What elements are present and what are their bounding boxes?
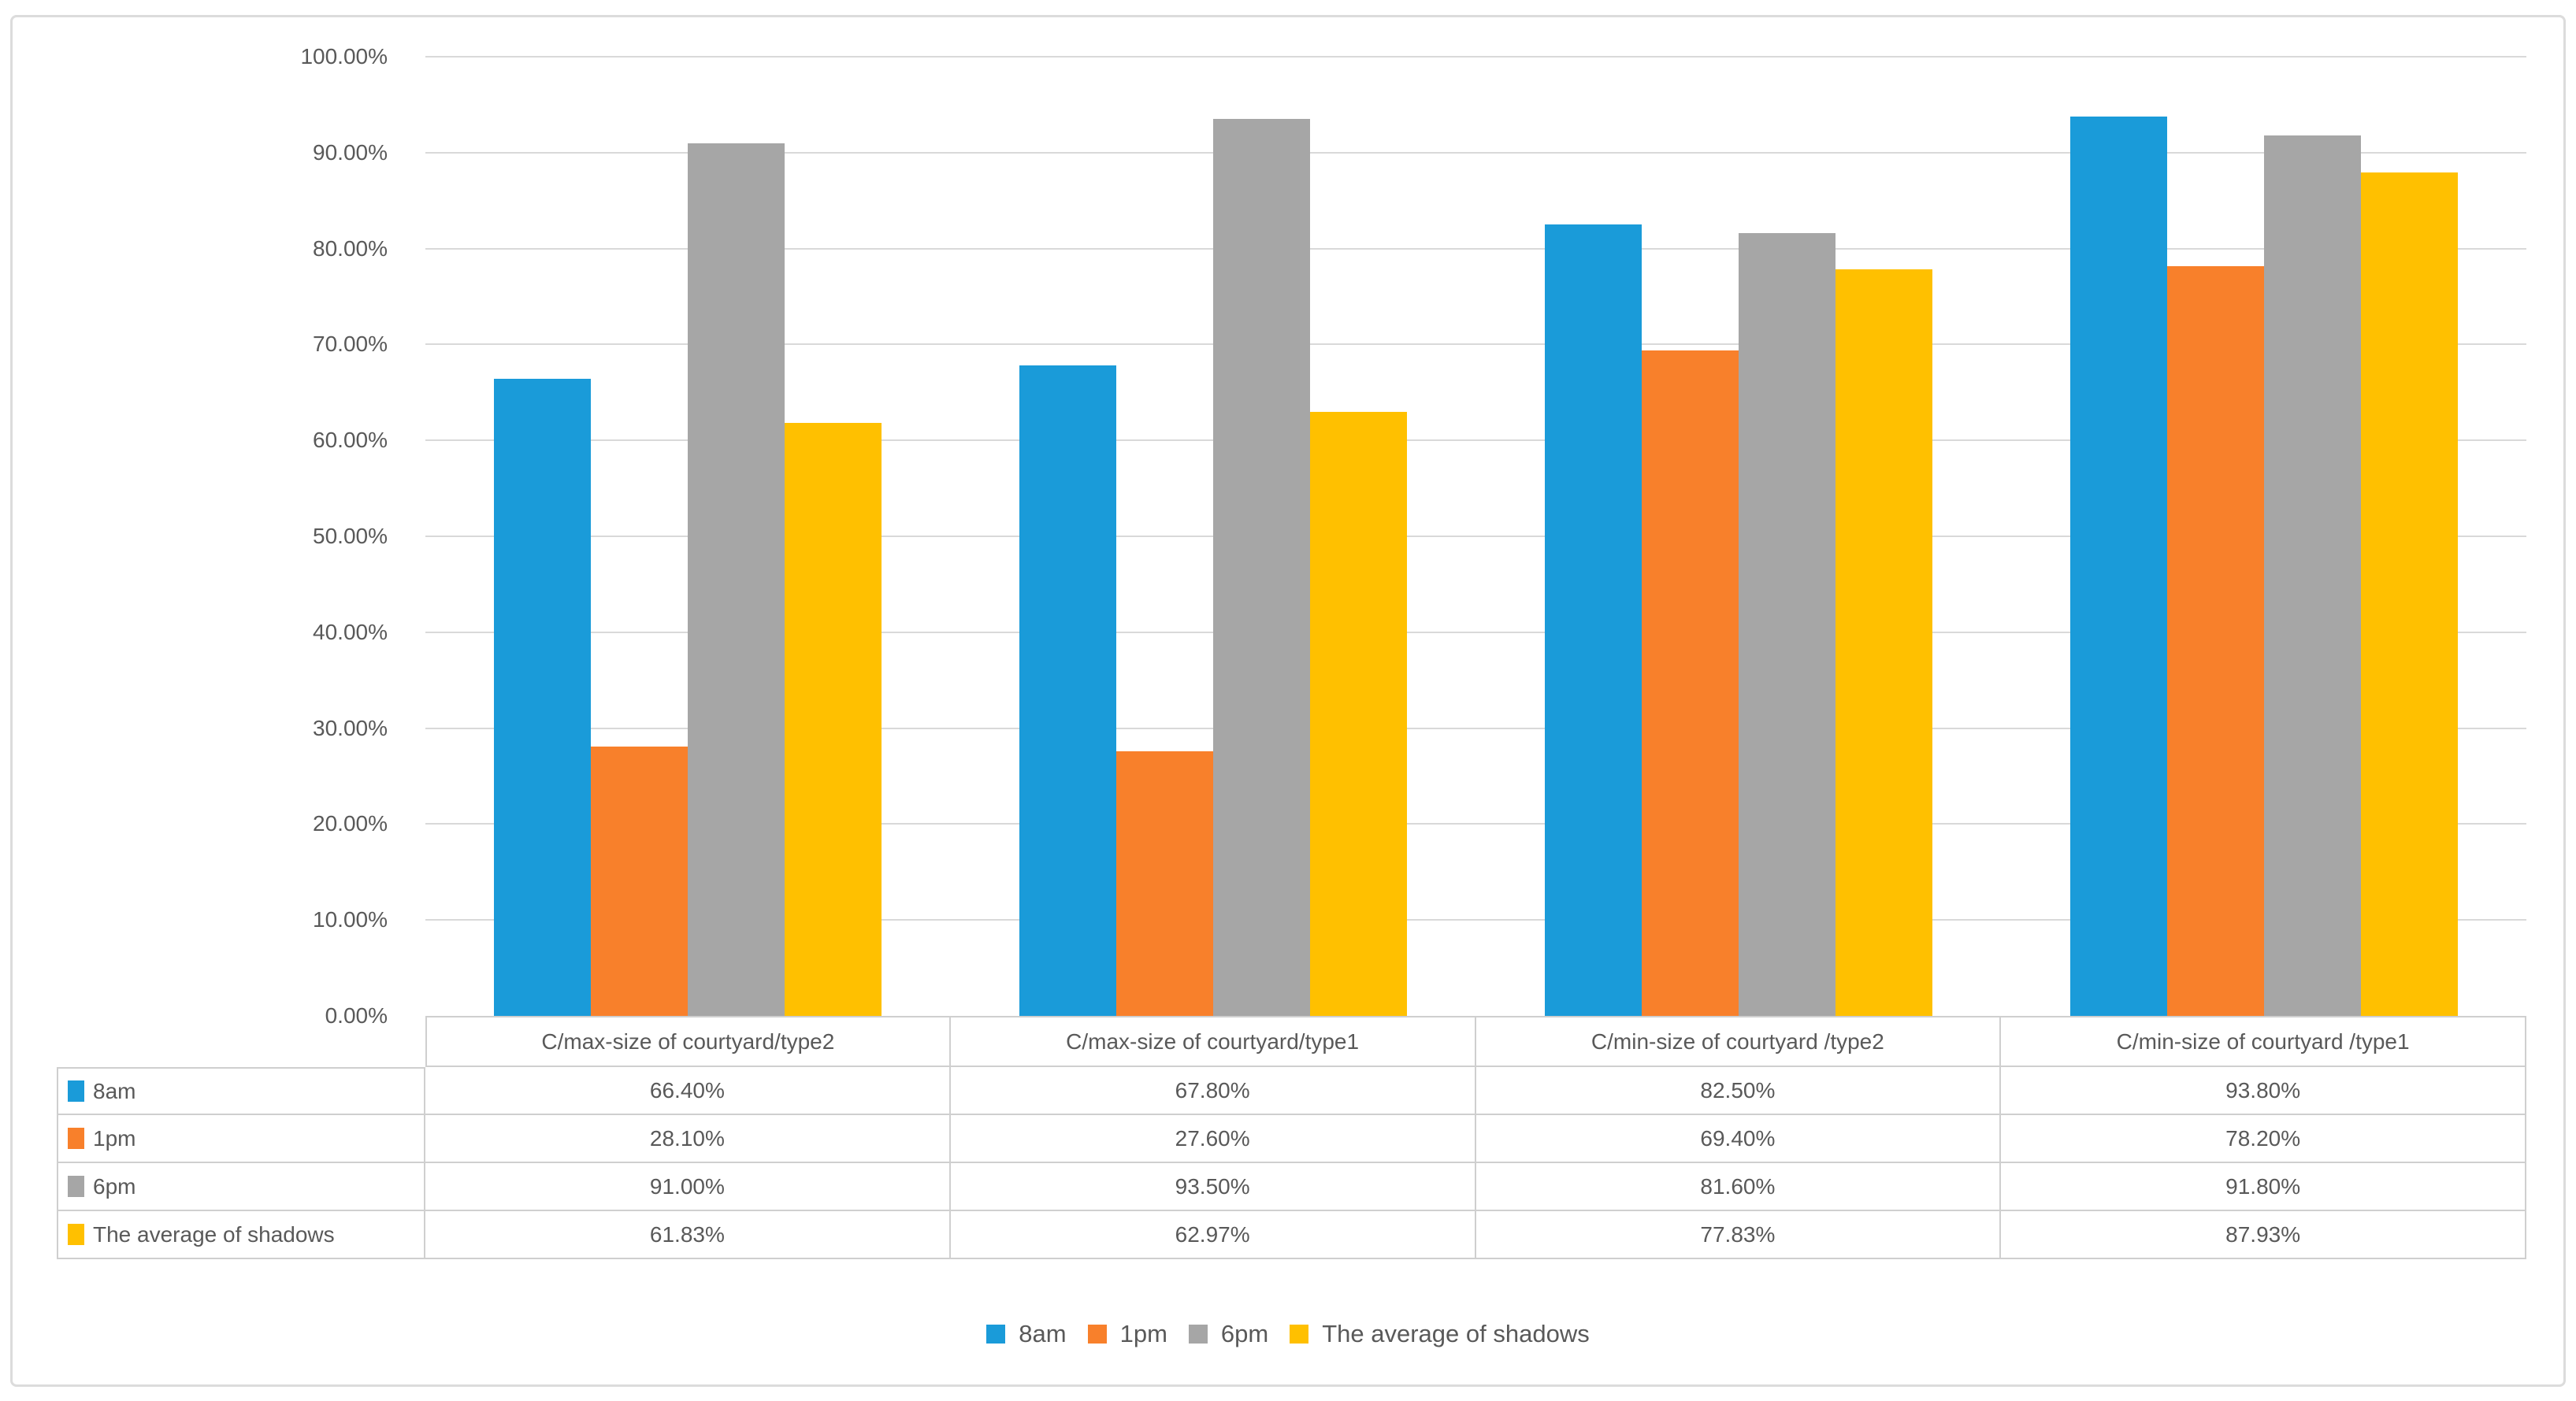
- table-value-cell: 91.00%: [425, 1163, 951, 1211]
- column-header-c-max-size-of-courtyard-type2: C/max-size of courtyard/type2: [425, 1016, 951, 1067]
- category-slot-c-max-size-of-courtyard-type2: [425, 57, 951, 1016]
- category-slot-c-min-size-of-courtyard-type1: [2001, 57, 2526, 1016]
- series-key-icon: [68, 1176, 84, 1197]
- table-value-cell: 61.83%: [425, 1211, 951, 1259]
- y-axis-tick-label: 90.00%: [313, 139, 388, 165]
- bar-the-average-of-shadows: [1310, 412, 1408, 1016]
- bar-8am: [1019, 365, 1117, 1016]
- legend-item-1pm: 1pm: [1087, 1320, 1167, 1348]
- y-axis-tick-labels: 0.00% 10.00% 20.00% 30.00% 40.00% 50.00% 60.00…: [0, 45, 388, 1028]
- bar-6pm: [1738, 233, 1835, 1016]
- column-header-c-min-size-of-courtyard-type2: C/min-size of courtyard /type2: [1475, 1016, 2002, 1067]
- series-key-icon: [68, 1128, 84, 1149]
- y-axis-tick-label: 40.00%: [313, 619, 388, 644]
- row-label-6pm: 6pm: [57, 1163, 425, 1211]
- row-label-8am: 8am: [57, 1067, 425, 1115]
- bar-the-average-of-shadows: [1835, 269, 1932, 1016]
- bar-the-average-of-shadows: [2360, 172, 2458, 1016]
- legend: 8am 1pm 6pm The average of shadows: [0, 1317, 2576, 1351]
- bar-8am: [2069, 116, 2167, 1016]
- table-value-cell: 81.60%: [1475, 1163, 2002, 1211]
- legend-item-the-average-of-shadows: The average of shadows: [1290, 1320, 1590, 1348]
- gridlines: [425, 56, 2526, 1016]
- gridline: [425, 727, 2526, 729]
- legend-label: 1pm: [1119, 1320, 1167, 1347]
- gridline: [425, 439, 2526, 442]
- series-key-icon: [68, 1080, 84, 1102]
- y-axis-tick-label: 60.00%: [313, 428, 388, 453]
- series-key-icon: [68, 1224, 84, 1245]
- legend-label: 6pm: [1220, 1320, 1269, 1347]
- row-label-text: 8am: [93, 1078, 136, 1103]
- y-axis-tick-label: 70.00%: [313, 332, 388, 357]
- table-value-cell: 78.20%: [2001, 1115, 2526, 1163]
- bar-8am: [494, 379, 592, 1016]
- gridline: [425, 247, 2526, 250]
- bar-6pm: [1213, 119, 1311, 1016]
- gridline: [425, 919, 2526, 921]
- row-label-the-average-of-shadows: The average of shadows: [57, 1211, 425, 1259]
- y-axis-tick-label: 100.00%: [300, 44, 388, 69]
- column-header-c-max-size-of-courtyard-type1: C/max-size of courtyard/type1: [950, 1016, 1476, 1067]
- table-corner-cell: [57, 1016, 425, 1067]
- category-slot-c-max-size-of-courtyard-type1: [951, 57, 1476, 1016]
- gridline: [425, 343, 2526, 346]
- table-value-cell: 93.50%: [950, 1163, 1476, 1211]
- table-value-cell: 91.80%: [2001, 1163, 2526, 1211]
- bar-8am: [1544, 224, 1642, 1016]
- table-value-cell: 67.80%: [950, 1067, 1476, 1115]
- legend-item-8am: 8am: [986, 1320, 1067, 1348]
- legend-key-icon: [1290, 1325, 1309, 1344]
- y-axis-tick-label: 30.00%: [313, 715, 388, 740]
- bar-1pm: [1116, 751, 1214, 1016]
- gridline: [425, 536, 2526, 537]
- table-value-cell: 69.40%: [1475, 1115, 2002, 1163]
- gridline: [425, 631, 2526, 633]
- y-axis-tick-label: 10.00%: [313, 907, 388, 932]
- bar-the-average-of-shadows: [785, 422, 882, 1016]
- table-value-cell: 28.10%: [425, 1115, 951, 1163]
- legend-key-icon: [986, 1325, 1006, 1344]
- category-slot-c-min-size-of-courtyard-type2: [1476, 57, 2002, 1016]
- plot-area: [425, 57, 2526, 1016]
- figure-border: [10, 15, 2566, 1387]
- gridline: [425, 823, 2526, 825]
- y-axis-tick-label: 0.00%: [325, 1003, 388, 1028]
- legend-key-icon: [1188, 1325, 1208, 1344]
- table-value-cell: 62.97%: [950, 1211, 1476, 1259]
- gridline: [425, 151, 2526, 154]
- table-value-cell: 27.60%: [950, 1115, 1476, 1163]
- y-axis-tick-label: 50.00%: [313, 524, 388, 548]
- legend-label: 8am: [1019, 1320, 1067, 1347]
- row-label-text: The average of shadows: [93, 1221, 335, 1247]
- y-axis-tick-label: 20.00%: [313, 811, 388, 836]
- table-value-cell: 77.83%: [1475, 1211, 2002, 1259]
- legend-item-6pm: 6pm: [1188, 1320, 1269, 1348]
- table-value-cell: 93.80%: [2001, 1067, 2526, 1115]
- row-label-text: 6pm: [93, 1173, 136, 1199]
- table-value-cell: 87.93%: [2001, 1211, 2526, 1259]
- legend-key-icon: [1087, 1325, 1107, 1344]
- bar-1pm: [1641, 350, 1739, 1016]
- bar-6pm: [2263, 135, 2361, 1016]
- bar-6pm: [688, 143, 785, 1016]
- y-axis-tick-label: 80.00%: [313, 235, 388, 261]
- legend-label: The average of shadows: [1322, 1320, 1590, 1347]
- bar-1pm: [591, 746, 689, 1016]
- row-label-text: 1pm: [93, 1125, 136, 1151]
- row-label-1pm: 1pm: [57, 1115, 425, 1163]
- data-table: C/max-size of courtyard/type2 C/max-size …: [57, 1016, 2526, 1259]
- bar-1pm: [2166, 265, 2264, 1016]
- gridline: [425, 56, 2526, 57]
- column-header-c-min-size-of-courtyard-type1: C/min-size of courtyard /type1: [2001, 1016, 2526, 1067]
- table-value-cell: 82.50%: [1475, 1067, 2002, 1115]
- table-value-cell: 66.40%: [425, 1067, 951, 1115]
